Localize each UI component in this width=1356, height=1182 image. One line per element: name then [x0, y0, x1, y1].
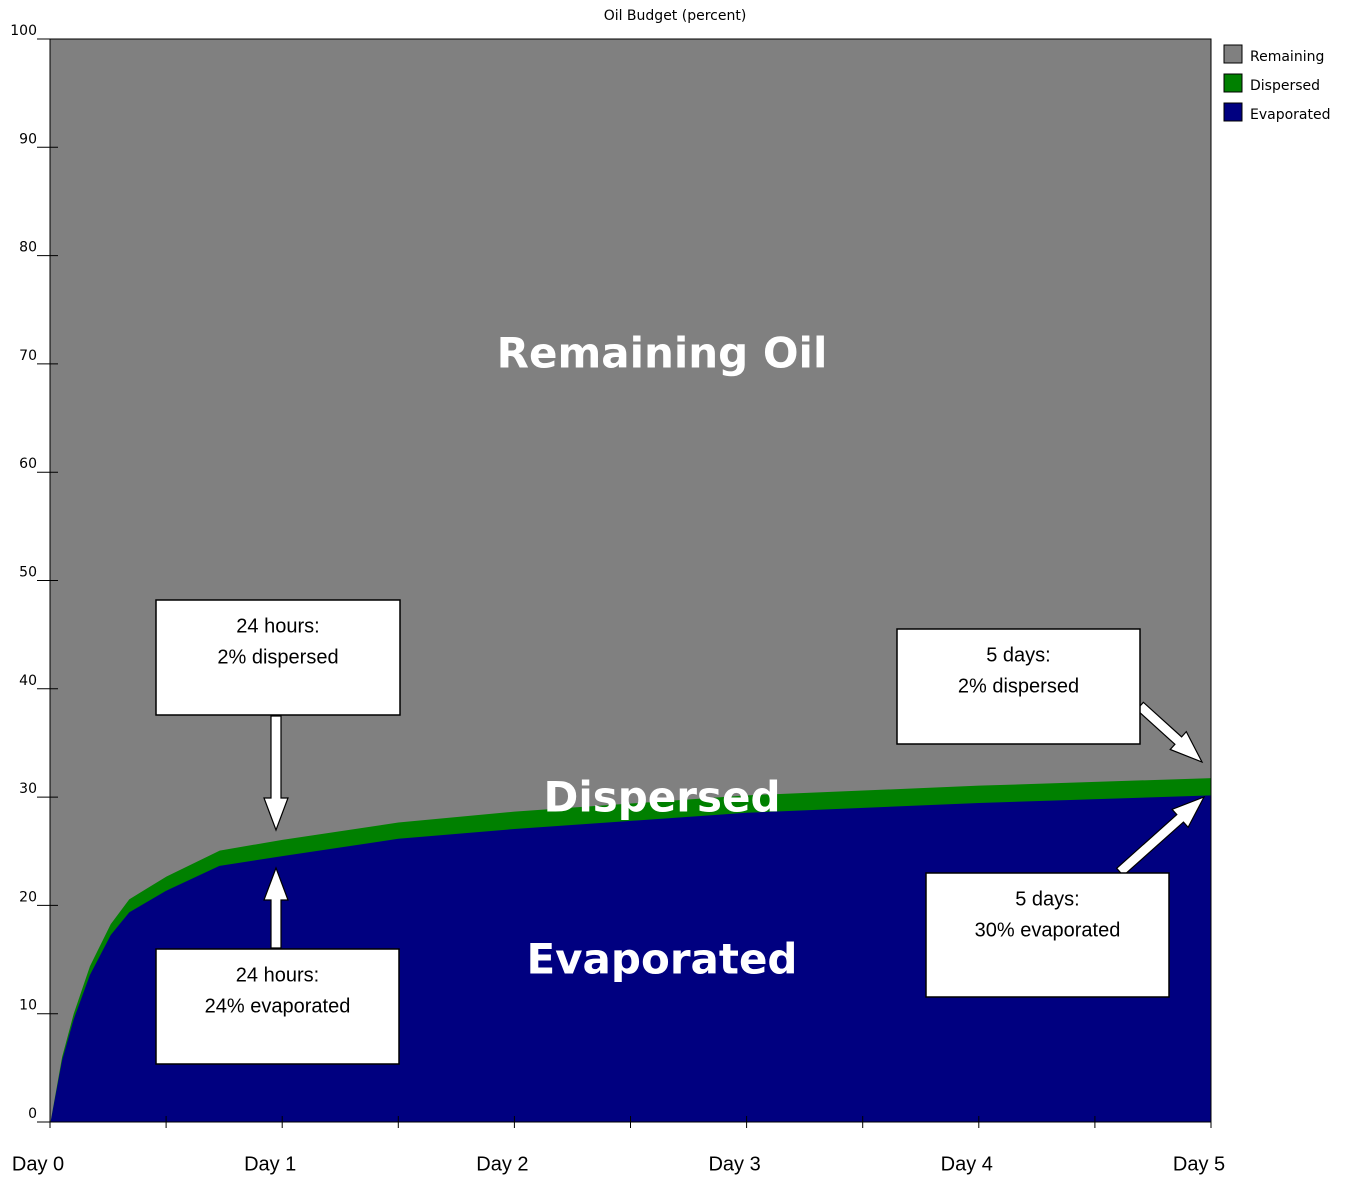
- x-tick-label: Day 5: [1173, 1153, 1225, 1175]
- x-tick-label: Day 4: [941, 1153, 993, 1175]
- x-tick-label: Day 2: [476, 1153, 528, 1175]
- arrow: [1115, 795, 1206, 877]
- y-tick-label: 20: [19, 889, 37, 905]
- y-tick-label: 50: [19, 565, 37, 581]
- legend-swatch: [1223, 102, 1243, 122]
- annotation-text: 5 days:: [1015, 888, 1079, 910]
- legend-label: Remaining: [1250, 49, 1324, 65]
- region-label: Remaining Oil: [497, 329, 828, 378]
- annotation-text: 24 hours:: [236, 615, 319, 637]
- annotation-text: 2% dispersed: [217, 646, 338, 668]
- annotation-box: [155, 948, 400, 1065]
- y-tick-label: 70: [19, 348, 37, 364]
- annotation-box: [925, 872, 1170, 998]
- chart-title: Oil Budget (percent): [604, 8, 747, 24]
- annotation-text: 2% dispersed: [958, 675, 1079, 697]
- region-label: Dispersed: [543, 773, 780, 822]
- annotation-text: 24 hours:: [236, 964, 319, 986]
- y-tick-label: 60: [19, 456, 37, 472]
- arrow: [1135, 701, 1204, 764]
- annotation-text: 30% evaporated: [975, 919, 1121, 941]
- y-tick-label: 0: [28, 1106, 37, 1122]
- y-tick-label: 40: [19, 673, 37, 689]
- region-label: Evaporated: [526, 935, 797, 984]
- y-tick-label: 90: [19, 131, 37, 147]
- y-tick-label: 80: [19, 240, 37, 256]
- y-tick-label: 100: [10, 23, 37, 39]
- legend-swatch: [1223, 73, 1243, 93]
- annotation-box: [155, 599, 401, 716]
- y-tick-label: 30: [19, 781, 37, 797]
- x-tick-label: Day 1: [244, 1153, 296, 1175]
- annotation-text: 5 days:: [986, 644, 1050, 666]
- legend-label: Dispersed: [1250, 78, 1320, 94]
- x-tick-label: Day 3: [708, 1153, 760, 1175]
- annotation-box: [896, 628, 1141, 745]
- arrow: [263, 715, 289, 832]
- y-tick-label: 10: [19, 998, 37, 1014]
- legend-label: Evaporated: [1250, 107, 1331, 123]
- x-tick-label: Day 0: [12, 1153, 64, 1175]
- legend-swatch: [1223, 44, 1243, 64]
- arrow: [263, 866, 289, 949]
- annotation-text: 24% evaporated: [205, 995, 351, 1017]
